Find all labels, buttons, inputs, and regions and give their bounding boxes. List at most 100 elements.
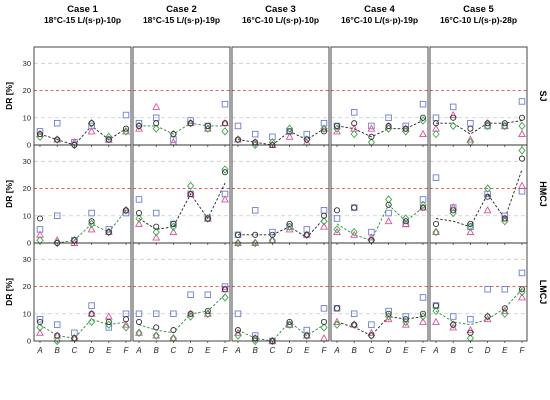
square-marker <box>53 321 61 328</box>
x-tick-label: C <box>468 346 474 355</box>
x-tick-label: E <box>502 346 508 355</box>
y-tick-label: 10 <box>23 211 31 220</box>
square-marker <box>251 332 259 339</box>
square-marker <box>518 188 526 195</box>
x-tick-label: C <box>369 346 375 355</box>
triangle-marker <box>518 181 526 189</box>
triangle-marker <box>285 132 294 140</box>
square-marker <box>402 122 410 130</box>
square-marker <box>88 209 95 217</box>
y-tick-label: 20 <box>23 86 31 95</box>
square-marker <box>368 122 375 130</box>
x-tick-label: D <box>287 346 293 355</box>
circle-marker <box>36 131 44 138</box>
square-marker <box>419 100 427 108</box>
circle-marker <box>368 133 375 140</box>
triangle-marker <box>419 317 427 325</box>
panel-frame <box>429 144 528 244</box>
circle-marker <box>135 210 143 217</box>
panel-frame <box>33 144 132 244</box>
diamond-marker <box>53 336 61 346</box>
x-tick-label: B <box>451 346 457 355</box>
y-tick-label: 10 <box>23 309 31 318</box>
diamond-marker <box>286 124 294 133</box>
panel <box>132 144 231 245</box>
diamond-marker <box>234 238 242 248</box>
x-tick-label: B <box>55 346 61 355</box>
square-marker <box>269 228 276 236</box>
diamond-marker <box>419 200 427 210</box>
square-marker <box>152 209 160 217</box>
circle-marker <box>187 190 194 198</box>
panel-frame <box>231 242 330 342</box>
circle-marker <box>303 231 310 238</box>
diamond-marker <box>449 121 457 131</box>
diamond-marker <box>333 320 341 329</box>
circle-marker <box>105 318 112 325</box>
diamond-marker <box>350 129 358 139</box>
circle-marker <box>221 286 229 293</box>
square-marker <box>385 114 392 122</box>
circle-marker <box>518 114 526 121</box>
circle-marker <box>204 308 211 315</box>
diamond-marker <box>88 317 96 327</box>
panel-frame <box>429 46 528 146</box>
x-tick-label: C <box>171 346 177 355</box>
panel <box>132 46 231 147</box>
square-marker <box>269 133 276 141</box>
square-marker <box>467 315 474 323</box>
circle-marker <box>351 204 358 211</box>
panel <box>429 46 528 147</box>
x-tick-label: F <box>322 346 328 355</box>
triangle-marker <box>449 110 458 119</box>
circle-marker <box>368 332 375 339</box>
panel <box>429 144 528 245</box>
trend-line <box>336 204 424 241</box>
panel-frame <box>33 46 132 146</box>
triangle-marker <box>320 124 328 132</box>
x-tick-label: A <box>234 346 240 355</box>
x-tick-label: E <box>106 346 112 355</box>
triangle-marker <box>432 227 440 236</box>
triangle-marker <box>466 325 475 334</box>
trend-line <box>237 321 325 342</box>
square-marker <box>432 174 440 181</box>
diamond-marker <box>350 227 358 237</box>
circle-marker <box>105 229 112 236</box>
diamond-marker <box>221 127 229 136</box>
triangle-marker <box>221 195 229 203</box>
triangle-marker <box>152 233 161 241</box>
x-tick-label: F <box>223 346 229 355</box>
column-headers: Case 118°C-15 L/(s·p)-10p Case 218°C-15 L… <box>44 4 517 25</box>
circle-marker <box>419 204 427 211</box>
circle-marker <box>187 120 194 127</box>
circle-marker <box>153 223 160 230</box>
trend-line <box>336 316 424 337</box>
trend-line <box>39 125 127 146</box>
circle-marker <box>122 125 130 132</box>
triangle-marker <box>152 331 161 339</box>
square-marker <box>368 321 375 328</box>
circle-marker <box>501 120 508 127</box>
circle-marker <box>170 131 177 138</box>
circle-marker <box>467 329 474 336</box>
circle-marker <box>333 305 341 312</box>
x-tick-label: B <box>154 346 160 355</box>
square-marker <box>36 315 44 323</box>
diamond-marker <box>501 309 509 318</box>
diamond-marker <box>320 124 328 133</box>
square-marker <box>518 269 526 277</box>
circle-marker <box>135 122 143 129</box>
circle-marker <box>252 231 259 238</box>
circle-marker <box>351 120 358 127</box>
circle-marker <box>450 114 457 121</box>
square-marker <box>419 196 427 203</box>
circle-marker <box>204 122 211 129</box>
trend-line <box>39 318 127 339</box>
circle-marker <box>320 212 328 219</box>
case-subtitle: 16°C-10 L/(s·p)-10p <box>242 15 319 25</box>
triangle-marker <box>333 317 341 325</box>
row-label: HMCJ <box>538 181 548 207</box>
trend-line <box>435 169 523 228</box>
square-marker <box>385 209 392 217</box>
